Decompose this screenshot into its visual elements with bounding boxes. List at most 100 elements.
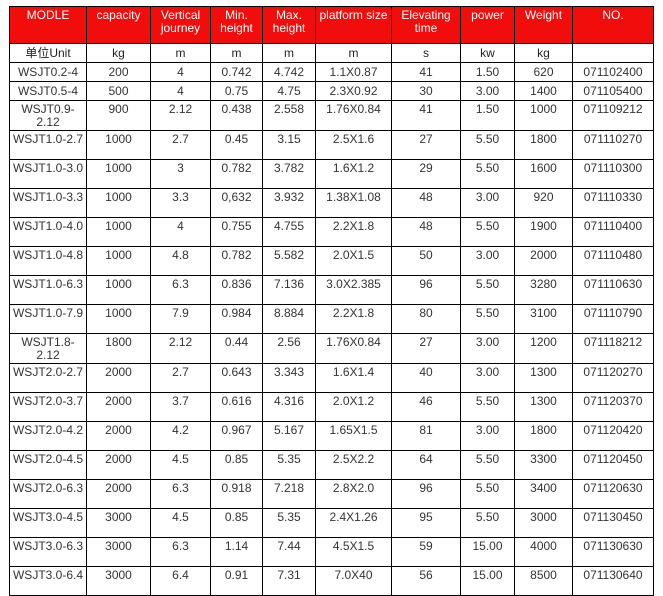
table-cell: 7.218 [262,479,316,509]
table-cell: 3.00 [460,421,515,451]
table-cell: 27 [391,130,461,160]
table-cell: 1800 [514,421,573,451]
unit-cell [572,43,654,63]
model-cell: WSJT2.0-6.3 [9,479,87,509]
table-cell: 7.9 [150,304,211,334]
table-cell: 2000 [86,363,151,393]
table-cell: 071120450 [572,450,654,480]
table-row: WSJT3.0-4.5 3000 4.5 0.85 5.35 2.4X1.26 95 5.50… [9,508,654,538]
table-cell: 0.967 [210,421,263,451]
table-cell: 5.50 [460,159,515,189]
table-cell: 3000 [514,508,573,538]
table-cell: 5.50 [460,275,515,305]
table-cell: 1.50 [460,62,515,82]
table-cell: 2.558 [262,100,316,131]
model-cell: WSJT1.0-7.9 [9,304,87,334]
table-cell: 4 [150,217,211,247]
table-cell: 071102400 [572,62,654,82]
table-cell: 15.00 [460,566,515,596]
table-cell: 41 [391,100,461,131]
table-cell: 071110330 [572,188,654,218]
table-row: WSJT1.0-3.3 1000 3.3 0,632 3.932 1.38X1.08 48 3… [9,188,654,218]
model-cell: WSJT3.0-6.3 [9,537,87,567]
column-header: capacity [86,6,151,44]
table-row: WSJT1.0-6.3 1000 6.3 0.836 7.136 3.0X2.385 96 5… [9,275,654,305]
table-cell: 1.50 [460,100,515,131]
table-cell: 071110400 [572,217,654,247]
table-cell: 1000 [86,188,151,218]
model-cell: WSJT2.0-4.2 [9,421,87,451]
specification-table: MODLE capacity Vertical journey Min. height… [9,6,654,596]
table-cell: 0.616 [210,392,263,422]
table-cell: 1800 [86,333,151,364]
table-cell: 2.3X0.92 [315,81,392,101]
table-body: 单位Unit kg m m m m s kw kg WSJT0.2-4 200 4 0.742 4.742… [9,43,654,596]
table-cell: 3000 [86,566,151,596]
table-cell: 3.00 [460,333,515,364]
table-cell: 200 [86,62,151,82]
table-cell: 0.438 [210,100,263,131]
table-cell: 7.136 [262,275,316,305]
table-cell: 3280 [514,275,573,305]
unit-cell: 单位Unit [9,43,87,63]
model-cell: WSJT2.0-2.7 [9,363,87,393]
table-cell: 1800 [514,130,573,160]
table-cell: 2.12 [150,100,211,131]
table-cell: 920 [514,188,573,218]
table-cell: 2000 [514,246,573,276]
table-row: WSJT0.2-4 200 4 0.742 4.742 1.1X0.87 41 1.50 620… [9,62,654,82]
table-cell: 3.0X2.385 [315,275,392,305]
model-cell: WSJT0.2-4 [9,62,87,82]
table-cell: 3.343 [262,363,316,393]
table-cell: 4.742 [262,62,316,82]
model-cell: WSJT1.0-2.7 [9,130,87,160]
table-cell: 2.2X1.8 [315,217,392,247]
table-cell: 0.45 [210,130,263,160]
table-cell: 071110300 [572,159,654,189]
table-cell: 4.2 [150,421,211,451]
model-cell: WSJT0.5-4 [9,81,87,101]
table-cell: 0,632 [210,188,263,218]
table-cell: 1.65X1.5 [315,421,392,451]
table-cell: 0.782 [210,246,263,276]
column-header: MODLE [9,6,87,44]
header-row: MODLE capacity Vertical journey Min. height… [9,6,654,44]
unit-cell: m [315,43,392,63]
table-cell: 0.643 [210,363,263,393]
table-cell: 3100 [514,304,573,334]
table-cell: 3300 [514,450,573,480]
table-cell: 0.984 [210,304,263,334]
table-cell: 96 [391,479,461,509]
table-cell: 071110630 [572,275,654,305]
table-cell: 95 [391,508,461,538]
table-cell: 3.3 [150,188,211,218]
table-cell: 4.755 [262,217,316,247]
table-cell: 2000 [86,421,151,451]
table-cell: 30 [391,81,461,101]
table-cell: 4 [150,81,211,101]
unit-cell: m [210,43,263,63]
table-cell: 0.782 [210,159,263,189]
table-cell: 1400 [514,81,573,101]
table-cell: 56 [391,566,461,596]
table-cell: 4 [150,62,211,82]
table-cell: 0.918 [210,479,263,509]
table-cell: 1.76X0.84 [315,100,392,131]
model-cell: WSJT1.0-4.0 [9,217,87,247]
table-cell: 6.4 [150,566,211,596]
table-cell: 3.00 [460,363,515,393]
unit-cell: kw [460,43,515,63]
table-cell: 5.50 [460,392,515,422]
table-row: WSJT2.0-4.5 2000 4.5 0.85 5.35 2.5X2.2 64 5.50 3… [9,450,654,480]
table-row: WSJT1.0-4.0 1000 4 0.755 4.755 2.2X1.8 48 5.50 1… [9,217,654,247]
table-cell: 0.836 [210,275,263,305]
table-cell: 1000 [86,217,151,247]
model-cell: WSJT3.0-6.4 [9,566,87,596]
table-cell: 5.167 [262,421,316,451]
table-cell: 48 [391,188,461,218]
unit-cell: kg [86,43,151,63]
table-cell: 071110270 [572,130,654,160]
unit-row: 单位Unit kg m m m m s kw kg [9,43,654,63]
table-cell: 071120630 [572,479,654,509]
column-header: Max. height [262,6,316,44]
